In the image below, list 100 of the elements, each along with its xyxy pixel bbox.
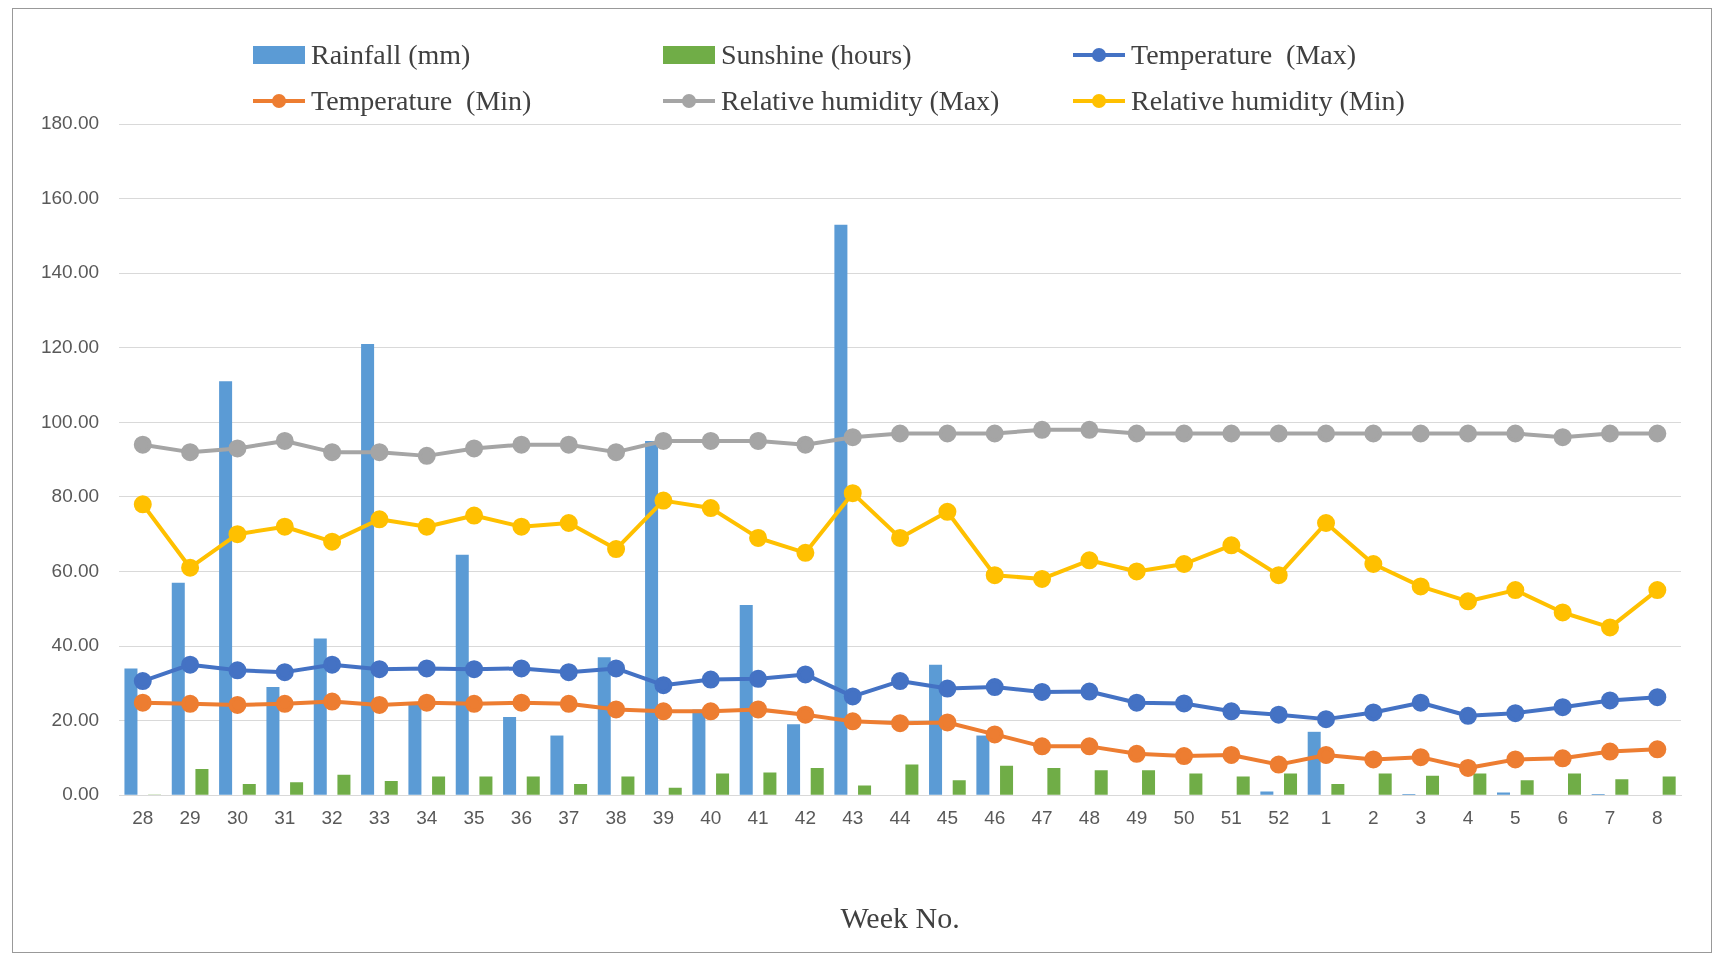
point [417,517,436,536]
y-tick-label: 80.00 [51,485,100,507]
bar [787,724,801,795]
x-tick-label: 34 [416,806,438,828]
point [1411,424,1430,443]
point [323,655,342,674]
x-tick-label: 44 [889,806,912,828]
point [1506,704,1525,723]
point [1127,744,1146,763]
bar [976,735,990,795]
bar [242,784,256,795]
point [1175,747,1194,766]
point [843,687,862,706]
point [181,443,200,462]
point [370,443,389,462]
bar [1307,731,1321,795]
point [985,678,1004,697]
point [1080,551,1099,570]
point [1459,758,1478,777]
point [891,424,910,443]
point [512,693,531,712]
x-tick-label: 8 [1652,806,1663,828]
bar [384,781,398,795]
y-tick-label: 100.00 [40,410,100,432]
bar [266,687,280,795]
point [1506,750,1525,769]
point [559,694,578,713]
x-tick-label: 52 [1268,806,1290,828]
point [465,694,484,713]
point [1033,569,1052,588]
x-tick-label: 28 [132,806,154,828]
point [323,692,342,711]
point [275,517,294,536]
point [891,528,910,547]
bar [763,772,777,795]
point [1553,749,1572,768]
y-tick-label: 140.00 [40,261,100,283]
bar [195,769,209,795]
point [1411,693,1430,712]
point [228,661,247,680]
point [1411,577,1430,596]
x-tick-label: 35 [463,806,485,828]
bar [1568,773,1582,795]
point [1317,513,1336,532]
point [1127,424,1146,443]
point [1648,581,1667,600]
point [749,431,768,450]
point [133,495,152,514]
point [1317,424,1336,443]
bar [1000,765,1014,795]
point [559,663,578,682]
bar [550,735,564,795]
bar [952,780,966,795]
bar [834,224,848,795]
x-tick-label: 29 [179,806,201,828]
x-tick-label: 7 [1604,806,1616,828]
point [133,435,152,454]
point [654,491,673,510]
x-tick-label: 42 [794,806,816,828]
bar [290,782,304,795]
point [607,443,626,462]
point [1080,420,1099,439]
point [1553,603,1572,622]
point [1364,424,1383,443]
x-axis-title: Week No. [840,900,960,934]
bar [858,785,872,795]
point [465,506,484,525]
x-tick-label: 5 [1510,806,1521,828]
point [1553,698,1572,717]
point [512,517,531,536]
bar [124,668,138,795]
point [1648,688,1667,707]
point [938,502,957,521]
y-tick-label: 120.00 [40,335,100,357]
point [1175,555,1194,574]
bar [1662,776,1676,795]
point [275,694,294,713]
point [1033,420,1052,439]
point [275,431,294,450]
bar [1331,784,1345,795]
point [796,665,815,684]
point [512,435,531,454]
x-tick-label: 41 [747,806,769,828]
point [1222,702,1241,721]
x-tick-label: 3 [1415,806,1426,828]
point [1175,424,1194,443]
point [1459,706,1478,725]
bar [621,776,635,795]
point [985,424,1004,443]
bar [597,657,611,795]
bar [739,605,753,795]
point [1175,694,1194,713]
bar [1378,773,1392,795]
bar [313,638,327,795]
y-tick-label: 180.00 [40,112,100,134]
x-tick-label: 49 [1126,806,1148,828]
point [985,725,1004,744]
point [559,513,578,532]
point [701,431,720,450]
bar [526,776,540,795]
